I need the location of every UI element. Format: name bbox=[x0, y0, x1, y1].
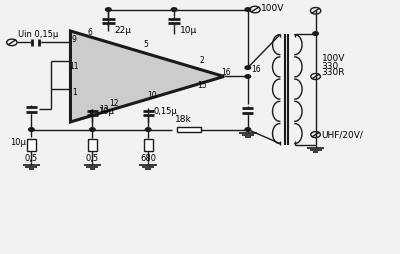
Circle shape bbox=[28, 128, 34, 131]
Text: 330: 330 bbox=[322, 62, 339, 71]
Polygon shape bbox=[70, 31, 224, 122]
Text: 13: 13 bbox=[99, 105, 108, 114]
Text: 18k: 18k bbox=[175, 116, 192, 124]
Circle shape bbox=[313, 32, 318, 35]
Text: 10μ: 10μ bbox=[10, 138, 26, 147]
FancyBboxPatch shape bbox=[177, 127, 201, 132]
Text: 11: 11 bbox=[70, 62, 79, 71]
Circle shape bbox=[145, 128, 151, 131]
Text: 16: 16 bbox=[251, 66, 261, 74]
Text: 10μ: 10μ bbox=[180, 26, 197, 35]
Circle shape bbox=[245, 66, 251, 69]
Text: 9: 9 bbox=[72, 35, 77, 44]
Text: 8: 8 bbox=[88, 110, 93, 119]
Text: 22μ: 22μ bbox=[114, 26, 131, 35]
FancyBboxPatch shape bbox=[144, 139, 152, 151]
Text: 680: 680 bbox=[140, 153, 156, 163]
Text: 12: 12 bbox=[110, 99, 119, 107]
Text: 16: 16 bbox=[221, 68, 231, 77]
Text: UHF/20V/: UHF/20V/ bbox=[322, 130, 364, 139]
Circle shape bbox=[171, 8, 177, 11]
Text: 10μ: 10μ bbox=[98, 107, 114, 116]
Text: 100V: 100V bbox=[261, 4, 284, 13]
Text: 0,5: 0,5 bbox=[25, 153, 38, 163]
Text: 100V: 100V bbox=[322, 54, 345, 63]
Text: 10: 10 bbox=[147, 91, 157, 100]
Text: 15: 15 bbox=[197, 81, 207, 90]
Text: Uin 0,15μ: Uin 0,15μ bbox=[18, 29, 58, 39]
Circle shape bbox=[245, 75, 251, 78]
Text: 6: 6 bbox=[88, 28, 93, 37]
Circle shape bbox=[90, 128, 95, 131]
Text: 0,5: 0,5 bbox=[86, 153, 99, 163]
Text: 5: 5 bbox=[144, 40, 149, 49]
FancyBboxPatch shape bbox=[27, 139, 36, 151]
Text: 0,15μ: 0,15μ bbox=[154, 107, 178, 116]
Circle shape bbox=[245, 8, 251, 11]
Text: 1: 1 bbox=[72, 88, 77, 97]
Text: 330R: 330R bbox=[322, 68, 345, 77]
Circle shape bbox=[106, 8, 111, 11]
Circle shape bbox=[245, 128, 251, 131]
Text: 2: 2 bbox=[200, 56, 204, 65]
FancyBboxPatch shape bbox=[88, 139, 97, 151]
